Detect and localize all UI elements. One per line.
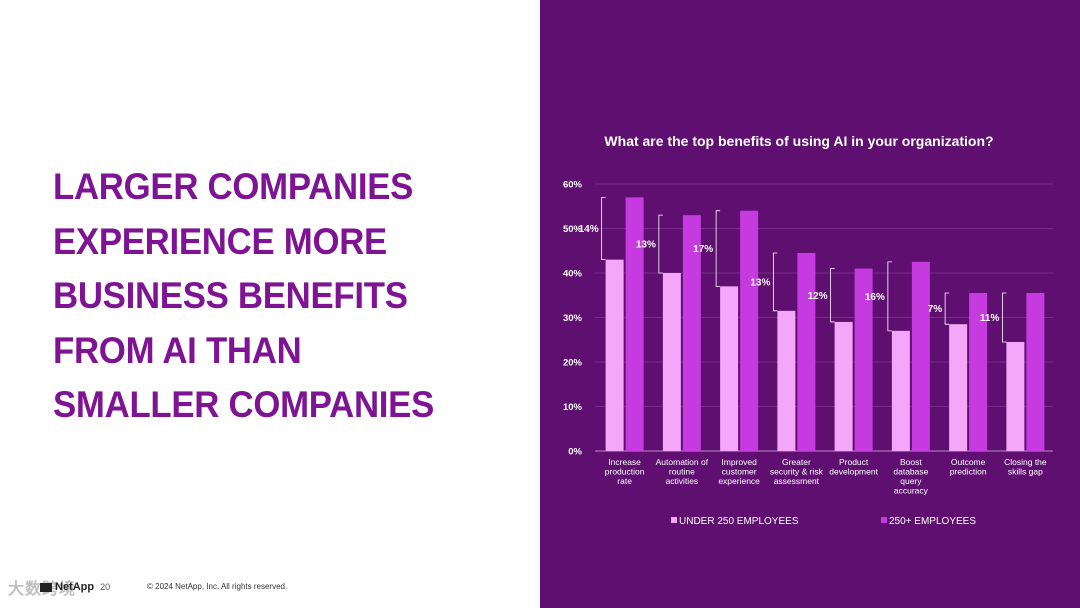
difference-bracket	[830, 268, 835, 323]
headline: LARGER COMPANIES EXPERIENCE MORE BUSINES…	[53, 160, 495, 433]
x-tick-label: Increase production rate	[605, 457, 645, 486]
x-tick-label-line: skills gap	[1008, 467, 1043, 477]
legend-swatch-under-250	[671, 517, 677, 523]
bar-250-plus	[625, 197, 644, 451]
bar-under-250	[1006, 341, 1025, 451]
y-tick-label: 40%	[563, 269, 583, 280]
difference-bracket	[1001, 292, 1007, 343]
x-tick-label: Product development	[829, 457, 878, 477]
difference-bracket	[887, 261, 892, 332]
x-tick-label-line: experience	[718, 476, 760, 486]
difference-label: 13%	[636, 240, 656, 251]
headline-line: LARGER COMPANIES	[53, 166, 414, 207]
x-tick-label-line: Increase	[608, 457, 641, 467]
bar-chart: What are the top benefits of using AI in…	[563, 133, 1053, 527]
x-tick-label-line: production	[605, 467, 645, 477]
difference-bracket	[658, 214, 663, 274]
logo-text: NetApp	[55, 581, 95, 593]
category-labels: Increase production rate Automation of routi…	[605, 457, 1047, 496]
y-tick-label: 60%	[563, 180, 583, 191]
x-tick-label-line: accuracy	[894, 486, 929, 496]
bar-under-250	[605, 259, 624, 451]
headline-line: SMALLER COMPANIES	[53, 384, 435, 425]
bar-250-plus	[682, 215, 701, 451]
bar-under-250	[662, 273, 681, 451]
x-tick-label-line: Greater	[782, 457, 811, 467]
legend-label-under-250: UNDER 250 EMPLOYEES	[679, 516, 799, 527]
x-tick-label-line: activities	[666, 476, 699, 486]
x-tick-label-line: Outcome	[951, 457, 986, 467]
bar-under-250	[834, 321, 853, 451]
x-tick-label: Closing the skills gap	[1004, 457, 1047, 477]
difference-label: 11%	[980, 313, 1000, 324]
y-tick-label: 10%	[563, 402, 583, 413]
difference-annotations: 14% 13% 17% 13% 12% 16% 7% 11%	[579, 196, 1007, 343]
bar-250-plus	[740, 210, 759, 451]
x-tick-label-line: query	[900, 476, 922, 486]
bar-250-plus	[1026, 293, 1045, 451]
difference-label: 17%	[693, 244, 713, 255]
copyright: © 2024 NetApp, Inc. All rights reserved.	[147, 582, 288, 591]
y-tick-label: 50%	[563, 224, 583, 235]
x-tick-label-line: Automation of	[656, 457, 709, 467]
netapp-logo: NetApp	[40, 581, 94, 593]
bar-under-250	[891, 330, 910, 451]
y-tick-label: 0%	[568, 447, 582, 458]
difference-label: 7%	[928, 304, 943, 315]
x-tick-label-line: customer	[722, 467, 757, 477]
x-tick-label-line: security & risk	[770, 467, 824, 477]
bars	[605, 197, 1045, 451]
x-tick-label-line: Closing the	[1004, 457, 1047, 467]
page-number: 20	[100, 582, 111, 592]
netapp-logo-icon	[40, 582, 52, 592]
x-tick-label-line: prediction	[950, 467, 987, 477]
headline-line: FROM AI THAN	[53, 329, 302, 371]
x-tick-label: Outcome prediction	[950, 457, 987, 477]
legend-swatch-250-plus	[881, 517, 887, 523]
y-tick-label: 20%	[563, 358, 583, 369]
bar-250-plus	[911, 261, 930, 451]
bar-250-plus	[969, 293, 988, 451]
bar-under-250	[949, 324, 968, 451]
x-tick-label: Automation of routine activities	[656, 457, 709, 486]
x-tick-label-line: routine	[669, 467, 695, 477]
x-tick-label-line: Product	[839, 457, 869, 467]
legend-label-250-plus: 250+ EMPLOYEES	[889, 516, 976, 527]
difference-bracket	[715, 210, 721, 287]
x-tick-label: Greater security & risk assessment	[770, 457, 824, 486]
difference-label: 12%	[808, 291, 828, 302]
headline-line: EXPERIENCE MORE	[53, 220, 387, 262]
y-tick-label: 30%	[563, 313, 583, 324]
x-tick-label: Boost database query accuracy	[893, 457, 928, 496]
bar-250-plus	[854, 268, 873, 451]
difference-bracket	[944, 292, 950, 325]
x-tick-label-line: assessment	[774, 476, 820, 486]
left-panel: LARGER COMPANIES EXPERIENCE MORE BUSINES…	[8, 160, 495, 598]
x-tick-label-line: development	[829, 467, 878, 477]
footer: NetApp 20 © 2024 NetApp, Inc. All rights…	[40, 576, 287, 598]
x-tick-label-line: Boost	[900, 457, 922, 467]
legend: UNDER 250 EMPLOYEES 250+ EMPLOYEES	[671, 516, 976, 527]
x-tick-label: Improved customer experience	[718, 457, 760, 486]
difference-label: 14%	[579, 224, 599, 235]
x-tick-label-line: rate	[617, 476, 632, 486]
x-tick-label-line: database	[893, 467, 928, 477]
difference-label: 16%	[865, 292, 885, 303]
chart-title: What are the top benefits of using AI in…	[604, 133, 993, 149]
difference-bracket	[772, 252, 778, 312]
bar-250-plus	[797, 252, 816, 451]
difference-label: 13%	[750, 277, 770, 288]
bar-under-250	[720, 286, 739, 451]
x-tick-label-line: Improved	[721, 457, 757, 467]
bar-under-250	[777, 310, 796, 451]
headline-line: BUSINESS BENEFITS	[53, 275, 408, 316]
difference-bracket	[601, 196, 606, 261]
